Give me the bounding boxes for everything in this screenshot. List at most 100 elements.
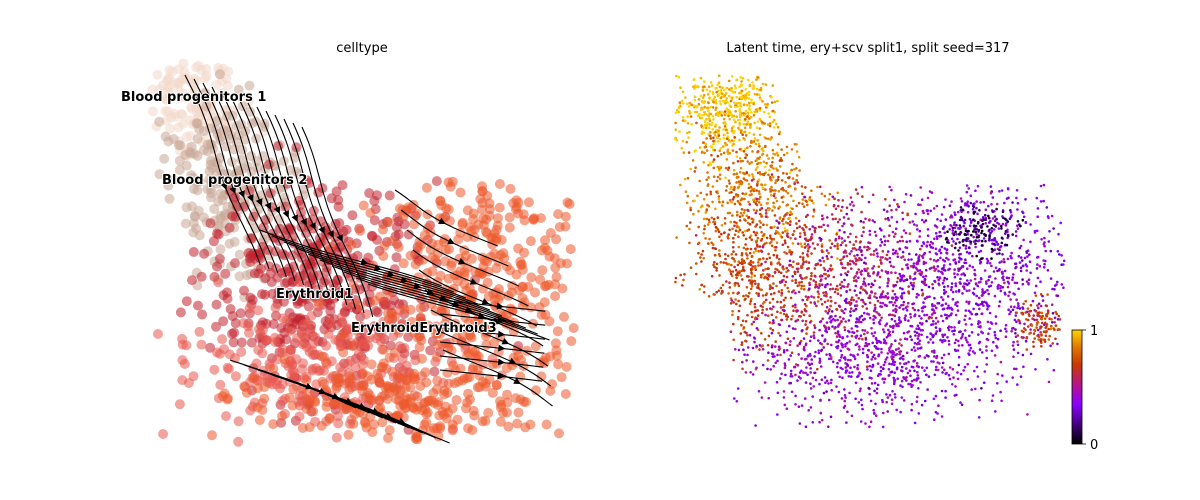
cell-point (212, 261, 222, 272)
cell-point (435, 195, 446, 206)
latent-time-point (740, 343, 743, 347)
cell-point (154, 116, 165, 127)
latent-time-point (737, 185, 741, 188)
latent-time-point (780, 291, 784, 295)
cell-point (268, 319, 279, 330)
latent-time-point (947, 339, 951, 343)
cell-point (215, 244, 226, 255)
latent-time-point (780, 235, 784, 239)
latent-time-point (941, 298, 945, 302)
latent-time-point (1002, 258, 1006, 261)
cell-point (237, 144, 248, 155)
latent-time-point (1014, 234, 1018, 238)
latent-time-point (718, 138, 722, 141)
latent-time-point (932, 309, 936, 312)
latent-time-point (689, 115, 693, 118)
latent-time-point (940, 304, 943, 307)
latent-time-point (979, 260, 983, 264)
latent-time-point (757, 250, 760, 253)
latent-time-point (874, 234, 878, 237)
latent-time-point (759, 221, 763, 224)
latent-time-point (959, 282, 962, 285)
cell-point (429, 366, 440, 377)
latent-time-point (791, 207, 794, 211)
latent-time-point (821, 217, 824, 221)
latent-time-point (857, 268, 860, 271)
latent-time-point (740, 269, 744, 273)
latent-time-point (791, 279, 794, 283)
latent-time-point (857, 276, 860, 280)
latent-time-point (796, 242, 800, 246)
latent-time-point (797, 219, 801, 223)
latent-time-point (795, 262, 799, 266)
cell-point (420, 367, 431, 378)
latent-time-point (780, 280, 784, 283)
latent-time-point (777, 270, 781, 274)
latent-time-point (810, 236, 813, 240)
latent-time-point (925, 313, 929, 317)
latent-time-point (823, 194, 827, 198)
latent-time-point (1021, 259, 1024, 262)
latent-time-point (900, 304, 903, 307)
latent-time-point (873, 230, 877, 234)
latent-time-point (876, 252, 879, 255)
cell-point (415, 381, 426, 391)
latent-time-point (936, 218, 939, 221)
latent-time-point (735, 210, 739, 214)
latent-time-point (998, 300, 1002, 303)
cell-point (316, 420, 327, 431)
latent-time-point (809, 277, 812, 281)
latent-time-point (679, 183, 682, 187)
latent-time-point (895, 280, 899, 284)
latent-time-point (755, 243, 759, 247)
latent-time-point (1003, 281, 1006, 285)
latent-time-point (711, 128, 714, 131)
latent-time-point (1012, 367, 1016, 371)
latent-time-point (973, 268, 976, 272)
latent-time-point (828, 192, 832, 196)
cell-point (363, 252, 374, 263)
latent-time-point (872, 321, 876, 325)
latent-time-point (732, 358, 735, 362)
latent-time-point (724, 257, 727, 261)
latent-time-point (742, 326, 746, 329)
latent-time-point (873, 331, 877, 334)
latent-time-point (829, 283, 832, 286)
latent-time-point (985, 356, 988, 360)
latent-time-point (732, 322, 735, 326)
cell-point (246, 250, 256, 261)
latent-time-point (940, 245, 944, 249)
cell-point (425, 244, 436, 255)
latent-time-point (904, 192, 908, 196)
latent-time-point (951, 253, 955, 256)
latent-time-point (697, 251, 700, 255)
cell-point (187, 275, 197, 286)
cell-point (241, 387, 252, 398)
cell-point (362, 296, 373, 307)
latent-time-point (714, 225, 718, 229)
latent-time-point (683, 177, 687, 181)
latent-time-point (972, 293, 976, 296)
cell-point (230, 371, 241, 382)
cell-point (178, 88, 189, 99)
latent-time-point (765, 308, 769, 311)
latent-time-point (838, 305, 842, 308)
latent-time-point (1015, 320, 1018, 324)
latent-time-point (888, 204, 891, 207)
latent-time-point (943, 333, 947, 337)
latent-time-point (785, 266, 788, 270)
latent-time-point (695, 121, 698, 125)
latent-time-point (1040, 238, 1043, 241)
latent-time-point (929, 245, 933, 249)
cell-point (416, 353, 427, 364)
latent-time-point (926, 234, 930, 237)
latent-time-point (816, 367, 819, 371)
latent-time-point (759, 226, 762, 229)
latent-time-point (679, 86, 682, 89)
cell-point (332, 411, 343, 422)
latent-time-point (881, 290, 885, 293)
latent-time-point (717, 134, 721, 137)
latent-time-point (867, 241, 870, 244)
latent-time-point (801, 252, 805, 255)
latent-time-point (829, 304, 832, 308)
